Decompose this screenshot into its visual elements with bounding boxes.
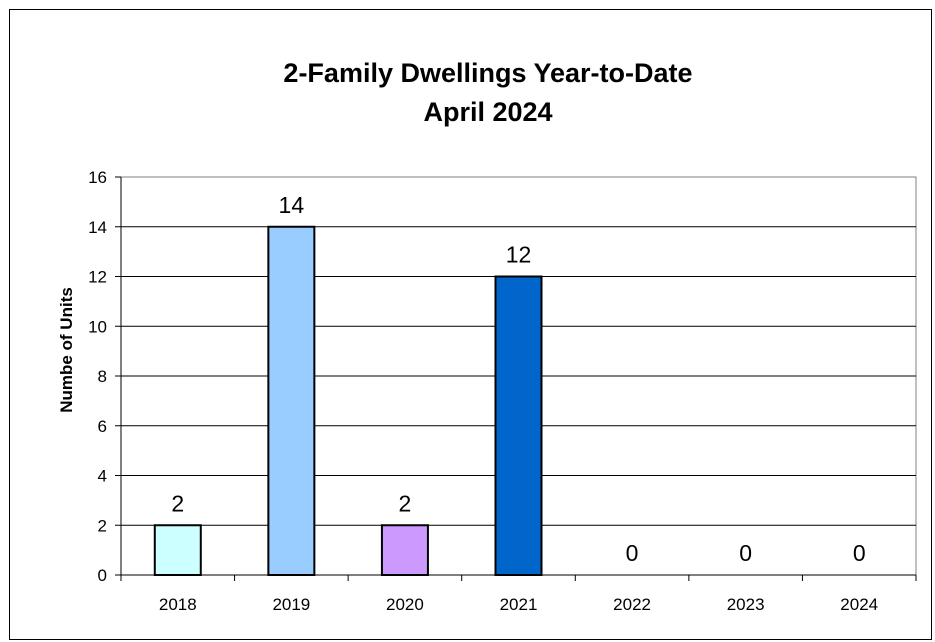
- data-label-2021: 12: [506, 242, 532, 268]
- bar-2021: [494, 275, 543, 576]
- data-label-2019: 14: [279, 192, 305, 218]
- bar-2020: [380, 524, 429, 576]
- x-tick-label-2023: 2023: [727, 595, 765, 614]
- bars: [153, 225, 543, 576]
- y-axis-label: Numbe of Units: [57, 287, 76, 413]
- y-tick-label-14: 14: [88, 218, 107, 237]
- data-label-2020: 2: [399, 490, 412, 516]
- y-tick-label-2: 2: [98, 516, 107, 535]
- x-tick-label-2022: 2022: [613, 595, 651, 614]
- x-tick-label-2019: 2019: [272, 595, 310, 614]
- y-tick-label-16: 16: [88, 168, 107, 187]
- y-tick-label-0: 0: [98, 566, 107, 585]
- chart-subtitle: April 2024: [423, 97, 552, 127]
- chart-title: 2-Family Dwellings Year-to-Date: [283, 58, 692, 88]
- data-label-2023: 0: [739, 540, 752, 566]
- data-label-2022: 0: [626, 540, 639, 566]
- y-tick-label-10: 10: [88, 317, 107, 336]
- data-labels: 2 14 2 12 0 0 0: [171, 192, 865, 566]
- y-tick-label-4: 4: [98, 467, 107, 486]
- x-tick-label-2024: 2024: [840, 595, 878, 614]
- y-tick-label-6: 6: [98, 417, 107, 436]
- x-tick-label-2021: 2021: [500, 595, 538, 614]
- bar-2019: [267, 225, 316, 576]
- x-tick-label-2018: 2018: [159, 595, 197, 614]
- data-label-2018: 2: [171, 490, 184, 516]
- y-tick-label-8: 8: [98, 367, 107, 386]
- x-tick-label-2020: 2020: [386, 595, 424, 614]
- bar-2018: [153, 524, 202, 576]
- y-tick-label-12: 12: [88, 268, 107, 287]
- data-label-2024: 0: [853, 540, 866, 566]
